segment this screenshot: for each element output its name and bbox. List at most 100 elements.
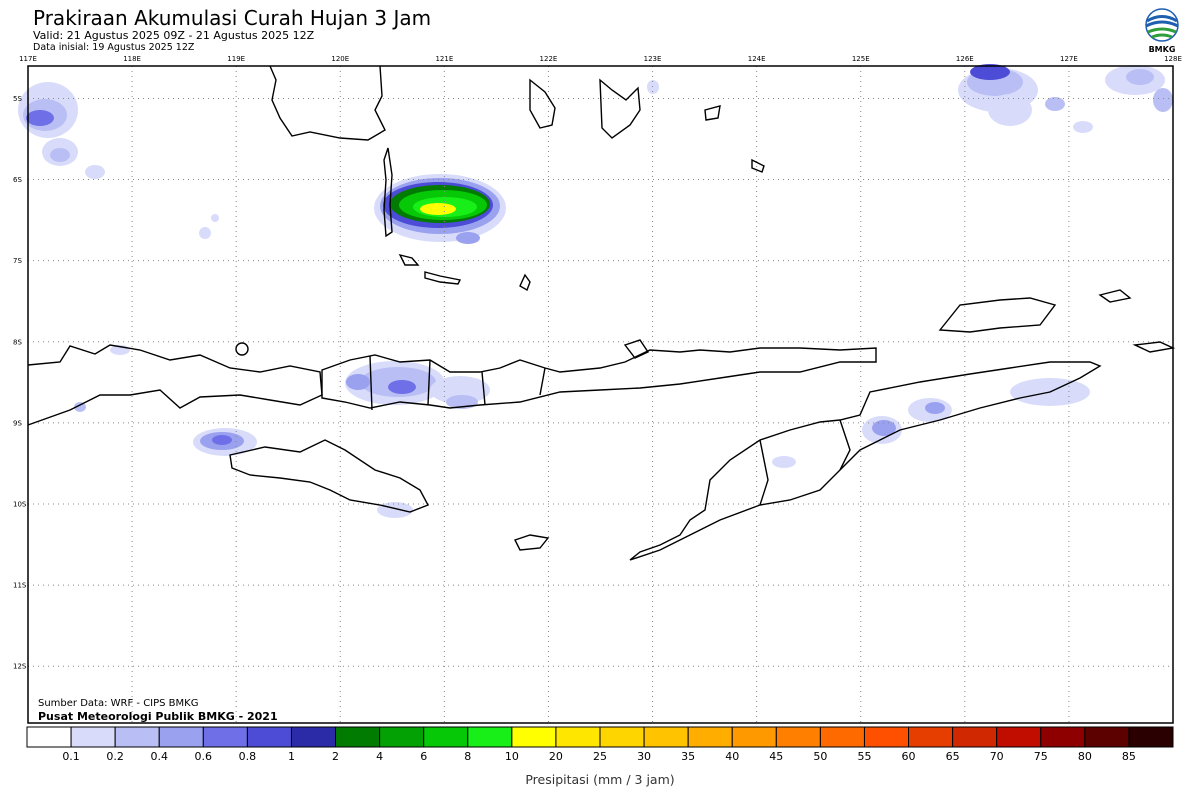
longitude-label: 120E <box>331 55 349 63</box>
legend-swatch <box>511 726 557 748</box>
rain-cell <box>193 428 413 518</box>
legend-threshold-label: 35 <box>681 750 695 763</box>
precipitation-layer <box>18 64 1173 518</box>
legend-threshold-label: 60 <box>902 750 916 763</box>
flores-divider <box>369 355 546 411</box>
island-coast <box>519 273 531 292</box>
selayar-coast <box>383 147 393 238</box>
legend-swatch <box>599 726 645 748</box>
legend-swatch <box>819 726 865 748</box>
longitude-label: 127E <box>1060 55 1078 63</box>
latitude-label: 10S <box>13 501 27 509</box>
legend-color-bar <box>26 726 1174 748</box>
island-coast <box>751 158 765 173</box>
legend-threshold-label: 65 <box>946 750 960 763</box>
island-coast <box>398 253 420 266</box>
legend-swatch <box>687 726 733 748</box>
legend-threshold-label: 0.2 <box>106 750 124 763</box>
legend-swatch <box>555 726 601 748</box>
legend-swatch <box>158 726 204 748</box>
legend-threshold-label: 75 <box>1034 750 1048 763</box>
legend-swatch <box>379 726 425 748</box>
legend-threshold-label: 50 <box>813 750 827 763</box>
legend-title: Presipitasi (mm / 3 jam) <box>525 772 675 787</box>
legend-threshold-label: 80 <box>1078 750 1092 763</box>
legend-threshold-label: 1 <box>288 750 295 763</box>
timor-border <box>759 419 851 506</box>
longitude-label: 118E <box>123 55 141 63</box>
longitude-label: 128E <box>1164 55 1182 63</box>
sulawesi-coast <box>269 65 386 141</box>
longitude-label: 123E <box>644 55 662 63</box>
valid-period: Valid: 21 Agustus 2025 09Z - 21 Agustus … <box>33 29 315 42</box>
latitude-label: 7S <box>13 257 22 265</box>
island-coast <box>235 342 249 356</box>
legend-swatch <box>467 726 513 748</box>
legend-swatch <box>335 726 381 748</box>
legend-labels: 0.1 0.2 0.4 0.6 0.8 1 2 4 6 8 10 20 25 30 35 40 45 50 55 60… <box>62 750 1136 763</box>
credit-text: Pusat Meteorologi Publik BMKG - 2021 <box>38 710 278 723</box>
legend-threshold-label: 6 <box>420 750 427 763</box>
legend-swatch <box>290 726 337 748</box>
latitude-label: 5S <box>13 95 22 103</box>
rain-cell-heavy <box>374 174 506 244</box>
legend-threshold-label: 0.1 <box>62 750 80 763</box>
legend-threshold-label: 2 <box>332 750 339 763</box>
legend-swatch <box>246 726 292 748</box>
logo-text: BMKG <box>1149 45 1176 54</box>
legend-threshold-label: 30 <box>637 750 651 763</box>
timor-coast <box>629 361 1102 561</box>
legend-threshold-label: 55 <box>857 750 871 763</box>
legend-threshold-label: 70 <box>990 750 1004 763</box>
island-coast <box>623 339 650 359</box>
legend-swatch <box>952 726 998 748</box>
legend-threshold-label: 0.4 <box>150 750 168 763</box>
flores-coast <box>321 347 877 409</box>
legend-swatch <box>26 726 72 748</box>
legend-swatch <box>202 726 248 748</box>
rain-cell <box>958 64 1173 133</box>
latitude-labels: 5S 6S 7S 8S 9S 10S 11S 12S <box>13 95 27 671</box>
map-gridlines <box>28 66 1173 723</box>
legend-threshold-label: 0.8 <box>239 750 257 763</box>
legend-threshold-label: 45 <box>769 750 783 763</box>
map-title: Prakiraan Akumulasi Curah Hujan 3 Jam <box>33 6 432 30</box>
legend-swatch <box>114 726 160 748</box>
legend-threshold-label: 85 <box>1122 750 1136 763</box>
legend-threshold-label: 4 <box>376 750 383 763</box>
island-coast <box>424 271 462 285</box>
latitude-label: 6S <box>13 176 22 184</box>
legend-swatch <box>70 726 116 748</box>
legend-threshold-label: 0.6 <box>195 750 213 763</box>
latitude-label: 11S <box>13 582 27 590</box>
initial-data-time: Data inisial: 19 Agustus 2025 12Z <box>33 42 195 53</box>
map-frame <box>27 65 1174 724</box>
longitude-label: 124E <box>748 55 766 63</box>
longitude-label: 119E <box>227 55 245 63</box>
latitude-label: 9S <box>13 419 22 427</box>
island-coast <box>704 105 721 121</box>
island-coast <box>514 534 550 551</box>
island-coast <box>1098 289 1132 303</box>
legend-swatch <box>423 726 469 748</box>
legend-threshold-label: 20 <box>549 750 563 763</box>
longitude-label: 126E <box>956 55 974 63</box>
legend-swatch <box>731 726 777 748</box>
sumba-coast <box>229 439 429 513</box>
data-source: Sumber Data: WRF - CIPS BMKG <box>38 698 198 709</box>
legend-swatch <box>996 726 1042 748</box>
legend-threshold-label: 8 <box>464 750 471 763</box>
coastlines <box>27 65 1176 561</box>
legend-swatch <box>1040 726 1086 748</box>
legend-swatch <box>1128 726 1174 748</box>
longitude-label: 125E <box>852 55 870 63</box>
rain-cell <box>772 378 1090 468</box>
rain-cell <box>18 82 105 179</box>
island-coast <box>599 78 641 139</box>
legend-swatch <box>908 726 954 748</box>
wetar-coast <box>938 297 1057 333</box>
longitude-label: 121E <box>435 55 453 63</box>
buton-coast <box>529 78 556 129</box>
